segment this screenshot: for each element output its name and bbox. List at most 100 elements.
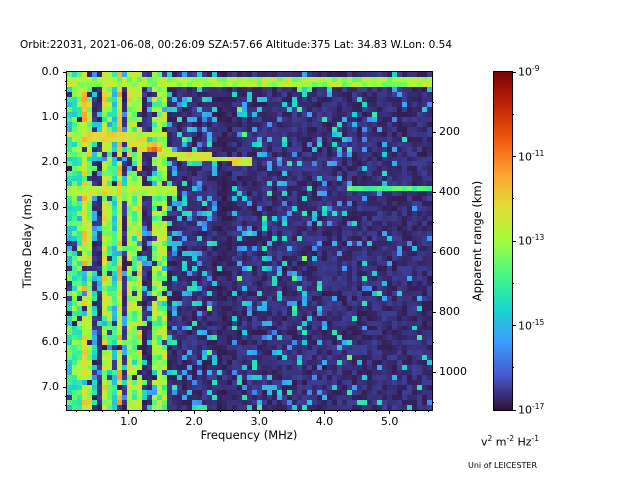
y-minor-tick xyxy=(65,143,67,145)
right-major-tick xyxy=(432,311,436,313)
x-tick-label: 5.0 xyxy=(380,415,399,428)
colorbar-major-tick xyxy=(512,156,516,157)
x-minor-tick xyxy=(76,410,78,412)
x-major-tick xyxy=(323,410,325,414)
right-tick-label: 600 xyxy=(439,245,460,259)
y-minor-tick xyxy=(65,377,67,379)
x-minor-tick xyxy=(115,410,117,412)
y-minor-tick xyxy=(65,215,67,217)
x-major-tick xyxy=(193,410,195,414)
x-major-tick xyxy=(389,410,391,414)
colorbar-major-tick xyxy=(512,240,516,242)
right-minor-tick xyxy=(432,221,434,223)
y-minor-tick xyxy=(65,134,67,136)
y-axis-label-right: Apparent range (km) xyxy=(470,180,484,302)
y-minor-tick xyxy=(65,359,67,361)
heatmap-plot xyxy=(66,71,433,411)
colorbar-tick-label: 10-17 xyxy=(518,402,545,417)
colorbar-minor-tick xyxy=(512,113,514,115)
y-minor-tick xyxy=(65,395,67,397)
y-minor-tick xyxy=(65,125,67,127)
x-minor-tick xyxy=(284,410,286,412)
y-major-tick xyxy=(63,116,67,118)
y-tick-label: 3.0 xyxy=(41,200,60,214)
colorbar-minor-tick xyxy=(512,198,514,200)
colorbar-tick-label: 10-13 xyxy=(518,233,545,248)
right-major-tick xyxy=(432,191,436,193)
x-minor-tick xyxy=(206,410,208,412)
colorbar-minor-tick xyxy=(512,367,514,369)
y-major-tick xyxy=(63,386,67,388)
x-minor-tick xyxy=(350,410,352,412)
y-tick-label: 4.0 xyxy=(41,245,60,259)
y-minor-tick xyxy=(65,188,67,190)
y-minor-tick xyxy=(65,323,67,325)
y-tick-label: 0.0 xyxy=(41,65,60,78)
right-minor-tick xyxy=(432,161,434,163)
y-minor-tick xyxy=(65,224,67,226)
colorbar-canvas xyxy=(494,72,512,410)
x-minor-tick xyxy=(154,410,156,412)
right-tick-label: 800 xyxy=(439,305,460,319)
colorbar-minor-tick xyxy=(512,282,514,284)
x-minor-tick xyxy=(428,410,430,412)
y-major-tick xyxy=(63,341,67,343)
x-tick-label: 2.0 xyxy=(185,415,203,428)
plot-title: Orbit:22031, 2021-06-08, 00:26:09 SZA:57… xyxy=(20,39,453,51)
y-major-tick xyxy=(63,206,67,208)
x-minor-tick xyxy=(219,410,221,412)
x-minor-tick xyxy=(271,410,273,412)
y-tick-label: 5.0 xyxy=(41,290,60,304)
y-minor-tick xyxy=(65,332,67,334)
heatmap-canvas xyxy=(67,72,432,410)
y-tick-label: 7.0 xyxy=(41,380,60,394)
y-minor-tick xyxy=(65,80,67,82)
y-tick-label: 6.0 xyxy=(41,335,60,349)
right-minor-tick xyxy=(432,281,434,283)
x-major-tick xyxy=(258,410,260,414)
y-minor-tick xyxy=(65,278,67,280)
y-minor-tick xyxy=(65,368,67,370)
right-minor-tick xyxy=(432,101,434,103)
y-major-tick xyxy=(63,296,67,298)
x-axis-label: Frequency (MHz) xyxy=(200,428,298,442)
y-minor-tick xyxy=(65,170,67,172)
right-tick-label: 200 xyxy=(439,125,460,139)
y-minor-tick xyxy=(65,404,67,406)
x-minor-tick xyxy=(102,410,104,412)
right-tick-label: 400 xyxy=(439,185,460,199)
right-minor-tick xyxy=(432,341,434,343)
colorbar-units-label: v2 m-2 Hz-1 xyxy=(480,434,540,449)
x-minor-tick xyxy=(180,410,182,412)
y-major-tick xyxy=(63,161,67,163)
y-minor-tick xyxy=(65,305,67,307)
y-minor-tick xyxy=(65,242,67,244)
x-tick-label: 1.0 xyxy=(120,415,138,428)
colorbar-tick-label: 10-9 xyxy=(518,64,540,79)
x-tick-label: 3.0 xyxy=(250,415,269,428)
x-minor-tick xyxy=(89,410,91,412)
colorbar-major-tick xyxy=(512,325,516,326)
colorbar-tick-label: 10-11 xyxy=(518,148,545,164)
y-tick-label: 2.0 xyxy=(41,155,60,169)
x-minor-tick xyxy=(336,410,338,412)
y-minor-tick xyxy=(65,107,67,109)
colorbar-tick-label: 10-15 xyxy=(518,317,545,333)
right-tick-label: 1000 xyxy=(439,365,467,379)
y-minor-tick xyxy=(65,152,67,154)
y-minor-tick xyxy=(65,350,67,352)
right-major-tick xyxy=(432,131,436,133)
x-major-tick xyxy=(128,410,130,414)
y-minor-tick xyxy=(65,89,67,91)
x-minor-tick xyxy=(376,410,378,412)
x-minor-tick xyxy=(232,410,234,412)
y-minor-tick xyxy=(65,287,67,289)
y-major-tick xyxy=(63,71,67,73)
watermark: Uni of LEICESTER xyxy=(468,461,538,470)
colorbar-major-tick xyxy=(512,409,516,411)
y-minor-tick xyxy=(65,98,67,100)
y-minor-tick xyxy=(65,269,67,271)
right-major-tick xyxy=(432,251,436,253)
x-minor-tick xyxy=(310,410,312,412)
